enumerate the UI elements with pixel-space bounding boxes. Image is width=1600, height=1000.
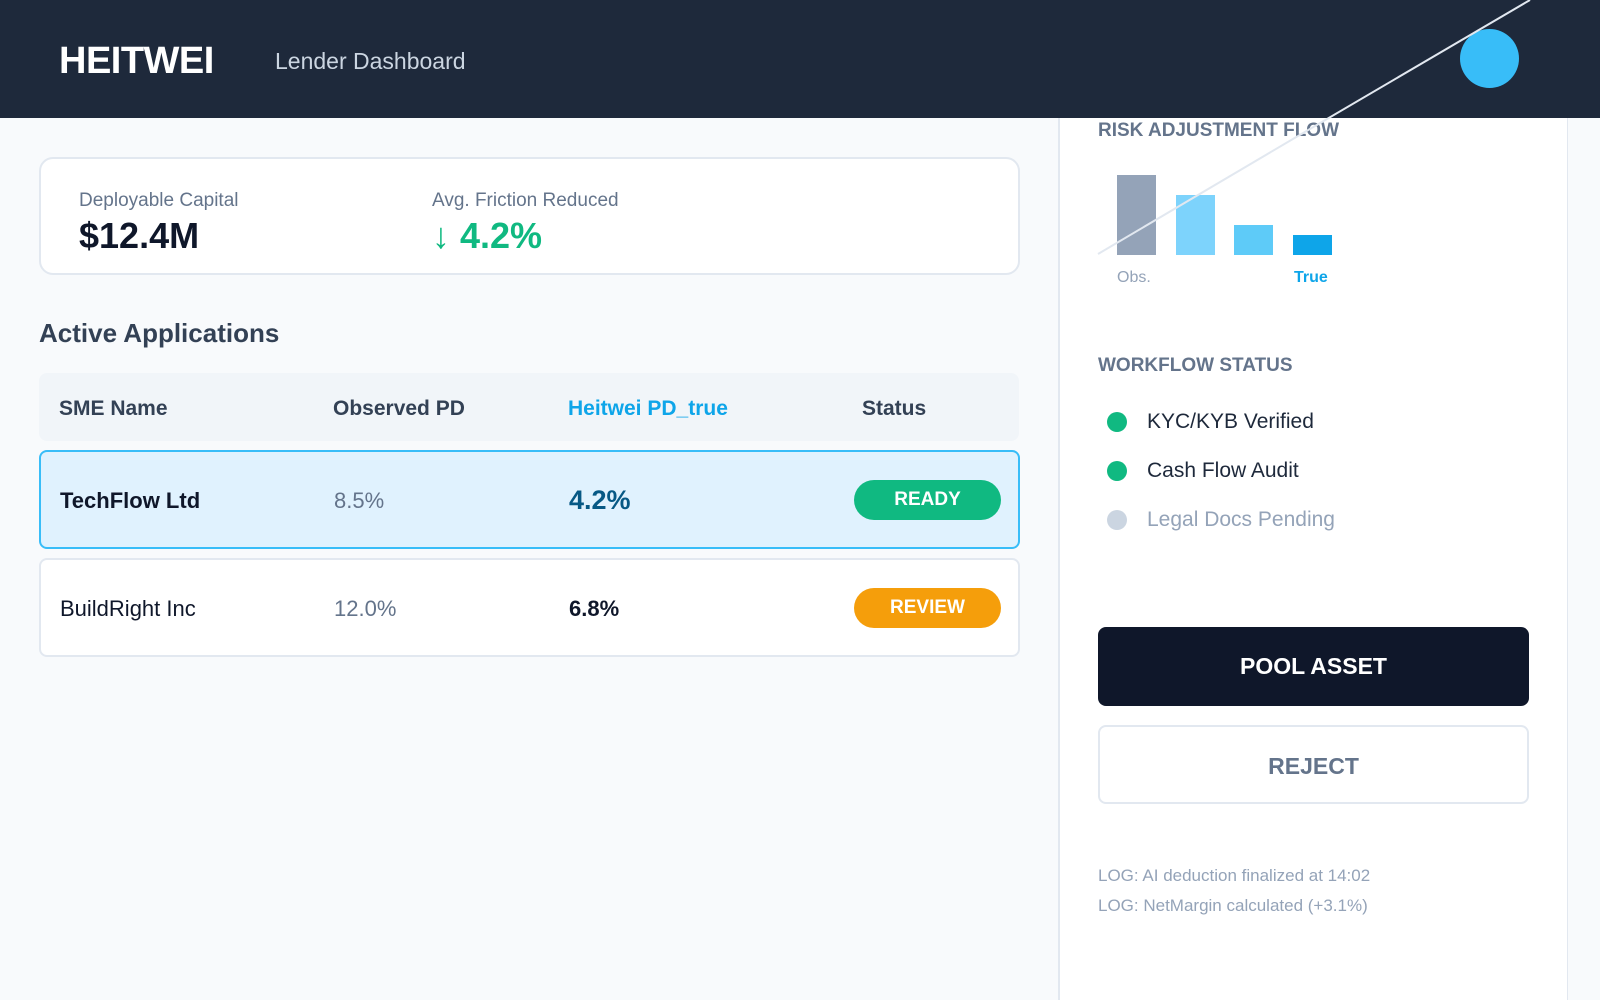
pool-asset-button[interactable]: POOL ASSET [1098, 627, 1529, 706]
kpi-value: 4.2% [460, 215, 543, 256]
table-row[interactable]: BuildRight Inc 12.0% 6.8% REVIEW [39, 558, 1020, 657]
status-dot-icon [1107, 412, 1127, 433]
status-dot-icon [1107, 461, 1127, 482]
risk-bar [1292, 235, 1332, 255]
bar-label-observed: Obs. [1117, 269, 1151, 286]
column-header: Observed PD [333, 397, 465, 420]
section-title: Active Applications [39, 318, 280, 348]
workflow-label: Legal Docs Pending [1147, 508, 1335, 531]
status-badge: REVIEW [854, 588, 1001, 628]
reject-button[interactable]: REJECT [1098, 725, 1529, 804]
workflow-label: KYC/KYB Verified [1147, 410, 1314, 433]
page-subtitle: Lender Dashboard [275, 48, 466, 74]
column-header: SME Name [59, 397, 168, 420]
column-header: Heitwei PD_true [568, 397, 728, 420]
workflow-title: WORKFLOW STATUS [1098, 355, 1293, 376]
log-line: LOG: AI deduction finalized at 14:02 [1098, 866, 1371, 885]
risk-title: RISK ADJUSTMENT FLOW [1098, 120, 1340, 141]
true-pd: 6.8% [569, 596, 620, 621]
observed-pd: 8.5% [334, 488, 385, 513]
column-header: Status [862, 397, 927, 420]
table-header: SME Name Observed PD Heitwei PD_true Sta… [39, 373, 1019, 441]
workflow-item: Legal Docs Pending [1107, 508, 1335, 532]
top-bar: HEITWEI Lender Dashboard [0, 0, 1600, 118]
sme-name: TechFlow Ltd [60, 488, 201, 513]
status-dot-icon [1107, 510, 1127, 531]
risk-bar [1175, 195, 1215, 255]
true-pd: 4.2% [569, 485, 631, 515]
workflow-item: Cash Flow Audit [1107, 459, 1299, 483]
table-row[interactable]: TechFlow Ltd 8.5% 4.2% READY [39, 450, 1020, 549]
kpi-label: Avg. Friction Reduced [432, 190, 619, 211]
workflow-item: KYC/KYB Verified [1107, 410, 1314, 434]
workflow-label: Cash Flow Audit [1147, 459, 1299, 482]
side-panel [1058, 118, 1568, 1000]
avatar[interactable] [1460, 29, 1519, 88]
risk-bar [1234, 225, 1273, 255]
kpi-value: $12.4M [79, 215, 200, 256]
observed-pd: 12.0% [334, 596, 397, 621]
sme-name: BuildRight Inc [60, 596, 196, 621]
bar-label-true: True [1294, 269, 1328, 286]
logo: HEITWEI [59, 40, 214, 82]
risk-bar [1117, 175, 1156, 255]
kpi-label: Deployable Capital [79, 190, 239, 211]
kpi-card: Deployable Capital $12.4M Avg. Friction … [39, 157, 1020, 275]
arrow-down-icon: ↓ [432, 215, 450, 256]
log-line: LOG: NetMargin calculated (+3.1%) [1098, 896, 1368, 915]
status-badge: READY [854, 480, 1001, 520]
